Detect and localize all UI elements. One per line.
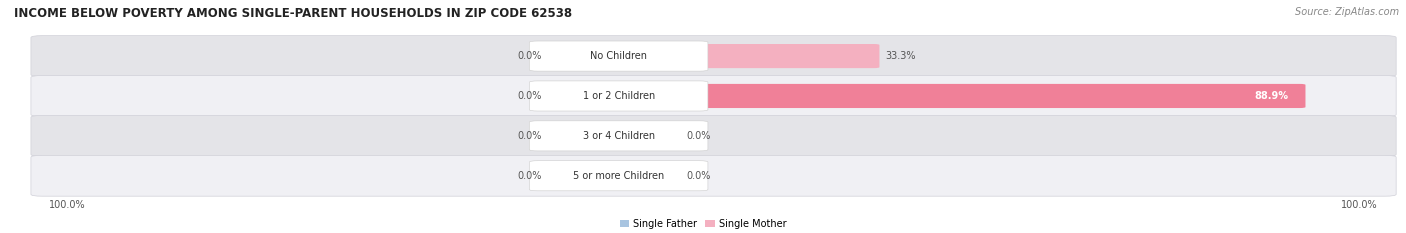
Text: 0.0%: 0.0%	[517, 91, 541, 101]
FancyBboxPatch shape	[613, 44, 879, 68]
FancyBboxPatch shape	[530, 41, 709, 71]
Legend: Single Father, Single Mother: Single Father, Single Mother	[616, 215, 790, 233]
FancyBboxPatch shape	[31, 155, 1396, 196]
FancyBboxPatch shape	[613, 124, 681, 148]
Text: 0.0%: 0.0%	[517, 51, 541, 61]
Text: 0.0%: 0.0%	[517, 171, 541, 181]
Text: 0.0%: 0.0%	[686, 131, 710, 141]
Text: No Children: No Children	[591, 51, 647, 61]
FancyBboxPatch shape	[543, 84, 624, 108]
FancyBboxPatch shape	[543, 124, 624, 148]
Text: 33.3%: 33.3%	[884, 51, 915, 61]
Text: 100.0%: 100.0%	[1341, 200, 1378, 210]
FancyBboxPatch shape	[31, 75, 1396, 116]
Text: 88.9%: 88.9%	[1254, 91, 1289, 101]
FancyBboxPatch shape	[543, 44, 624, 68]
Text: 1 or 2 Children: 1 or 2 Children	[582, 91, 655, 101]
FancyBboxPatch shape	[530, 161, 709, 191]
FancyBboxPatch shape	[543, 164, 624, 188]
FancyBboxPatch shape	[31, 116, 1396, 156]
Text: 100.0%: 100.0%	[49, 200, 86, 210]
FancyBboxPatch shape	[613, 84, 1306, 108]
Text: 0.0%: 0.0%	[517, 131, 541, 141]
FancyBboxPatch shape	[530, 81, 709, 111]
Text: 3 or 4 Children: 3 or 4 Children	[582, 131, 655, 141]
FancyBboxPatch shape	[613, 164, 681, 188]
FancyBboxPatch shape	[31, 36, 1396, 76]
Text: 0.0%: 0.0%	[686, 171, 710, 181]
Text: Source: ZipAtlas.com: Source: ZipAtlas.com	[1295, 7, 1399, 17]
FancyBboxPatch shape	[530, 121, 709, 151]
Text: INCOME BELOW POVERTY AMONG SINGLE-PARENT HOUSEHOLDS IN ZIP CODE 62538: INCOME BELOW POVERTY AMONG SINGLE-PARENT…	[14, 7, 572, 20]
Text: 5 or more Children: 5 or more Children	[574, 171, 664, 181]
